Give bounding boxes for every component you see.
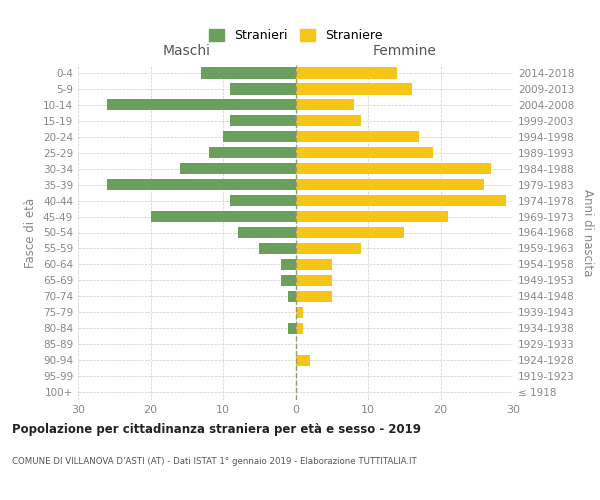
Bar (230, 195, 296, 206)
Bar (107, 100, 296, 110)
Bar (223, 131, 296, 142)
Bar (296, 100, 353, 110)
Bar (296, 147, 433, 158)
Bar (179, 163, 296, 174)
Bar (296, 243, 361, 254)
Bar (238, 227, 296, 238)
Bar (296, 290, 332, 302)
Bar (201, 68, 296, 78)
Text: Femmine: Femmine (373, 44, 436, 59)
Bar (296, 322, 303, 334)
Y-axis label: Anni di nascita: Anni di nascita (581, 189, 594, 276)
Bar (296, 259, 332, 270)
Bar (288, 322, 296, 334)
Text: Popolazione per cittadinanza straniera per età e sesso - 2019: Popolazione per cittadinanza straniera p… (12, 422, 421, 436)
Text: COMUNE DI VILLANOVA D'ASTI (AT) - Dati ISTAT 1° gennaio 2019 - Elaborazione TUTT: COMUNE DI VILLANOVA D'ASTI (AT) - Dati I… (12, 458, 417, 466)
Bar (296, 116, 361, 126)
Bar (296, 227, 404, 238)
Bar (296, 195, 506, 206)
Y-axis label: Fasce di età: Fasce di età (25, 198, 37, 268)
Bar (296, 84, 412, 94)
Bar (296, 306, 303, 318)
Bar (296, 275, 332, 286)
Bar (296, 211, 448, 222)
Text: Maschi: Maschi (163, 44, 211, 59)
Bar (296, 163, 491, 174)
Bar (209, 147, 296, 158)
Bar (230, 84, 296, 94)
Bar (107, 179, 296, 190)
Bar (296, 68, 397, 78)
Bar (230, 116, 296, 126)
Legend: Stranieri, Straniere: Stranieri, Straniere (204, 24, 387, 48)
Bar (259, 243, 296, 254)
Bar (288, 290, 296, 302)
Bar (281, 259, 296, 270)
Bar (151, 211, 296, 222)
Bar (296, 179, 484, 190)
Bar (281, 275, 296, 286)
Bar (296, 354, 310, 366)
Bar (296, 131, 419, 142)
